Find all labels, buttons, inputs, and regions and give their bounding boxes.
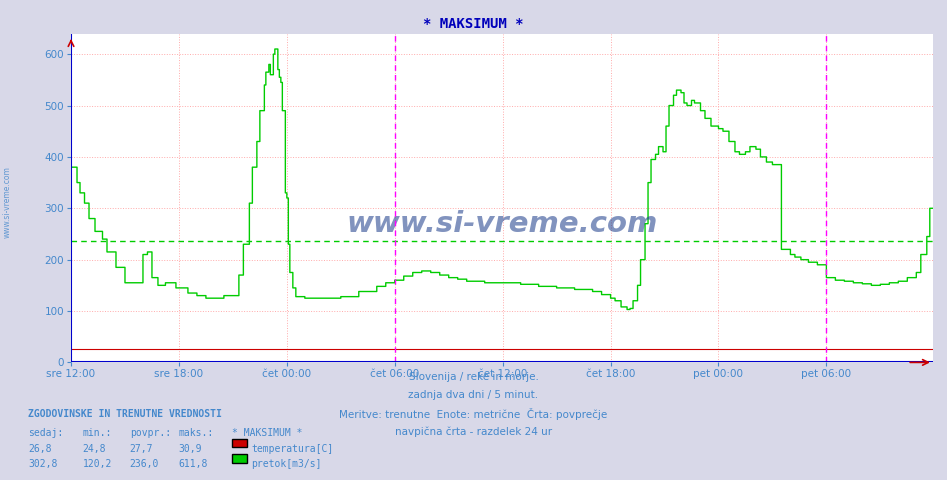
Text: 611,8: 611,8 <box>178 459 207 469</box>
Text: www.si-vreme.com: www.si-vreme.com <box>347 210 657 238</box>
Text: 30,9: 30,9 <box>178 444 202 454</box>
Text: navpična črta - razdelek 24 ur: navpična črta - razdelek 24 ur <box>395 427 552 437</box>
Text: temperatura[C]: temperatura[C] <box>251 444 333 454</box>
Text: 120,2: 120,2 <box>82 459 112 469</box>
Text: 26,8: 26,8 <box>28 444 52 454</box>
Text: zadnja dva dni / 5 minut.: zadnja dva dni / 5 minut. <box>408 390 539 400</box>
Text: maks.:: maks.: <box>178 428 213 438</box>
Text: ZGODOVINSKE IN TRENUTNE VREDNOSTI: ZGODOVINSKE IN TRENUTNE VREDNOSTI <box>28 409 223 419</box>
Text: 236,0: 236,0 <box>130 459 159 469</box>
Text: 27,7: 27,7 <box>130 444 153 454</box>
Text: sedaj:: sedaj: <box>28 428 63 438</box>
Text: 302,8: 302,8 <box>28 459 58 469</box>
Text: min.:: min.: <box>82 428 112 438</box>
Text: pretok[m3/s]: pretok[m3/s] <box>251 459 321 469</box>
Text: www.si-vreme.com: www.si-vreme.com <box>3 166 12 238</box>
Text: * MAKSIMUM *: * MAKSIMUM * <box>232 428 302 438</box>
Text: 24,8: 24,8 <box>82 444 106 454</box>
Text: * MAKSIMUM *: * MAKSIMUM * <box>423 17 524 31</box>
Text: povpr.:: povpr.: <box>130 428 170 438</box>
Text: Slovenija / reke in morje.: Slovenija / reke in morje. <box>408 372 539 382</box>
Text: Meritve: trenutne  Enote: metrične  Črta: povprečje: Meritve: trenutne Enote: metrične Črta: … <box>339 408 608 420</box>
